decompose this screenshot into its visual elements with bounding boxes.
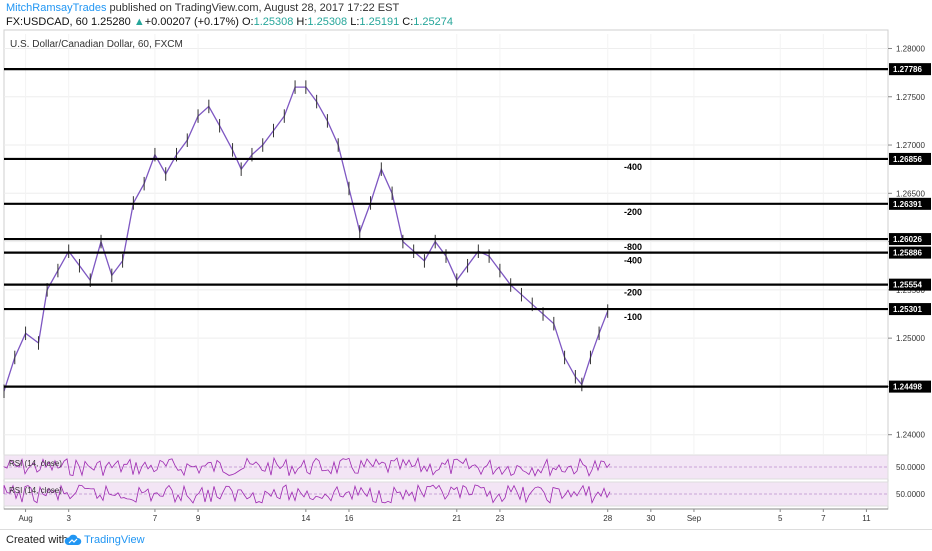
created-with-label: Created with [6,534,68,546]
tradingview-brand[interactable]: TradingView [84,534,145,546]
level-price-tag [889,233,931,246]
rsi-value: 50.0000 [896,490,925,499]
close-value: 1.25274 [413,16,454,28]
rsi-label: RSI (14, close) [9,486,62,495]
y-tick-label: 1.28000 [896,44,925,53]
level-note: -200 [624,207,642,217]
publish-line: MitchRamsayTrades published on TradingVi… [6,2,399,14]
x-tick-label: 3 [66,514,71,523]
level-price-label: 1.25886 [893,249,922,258]
x-tick-label: 23 [495,514,504,523]
y-tick-label: 1.27500 [896,93,925,102]
level-note: -800 [624,242,642,252]
plot-area [4,34,888,454]
level-price-tag [889,246,931,259]
open-label: O: [241,16,254,28]
x-tick-label: 30 [646,514,655,523]
level-price-label: 1.26856 [893,155,922,164]
chart-header: MitchRamsayTrades published on TradingVi… [0,0,932,30]
y-tick-label: 1.25000 [896,334,925,343]
x-tick-label: 16 [345,514,354,523]
close-label: C: [402,16,414,28]
rsi-label: RSI (14, close) [9,459,62,468]
author-link[interactable]: MitchRamsayTrades [6,2,107,14]
up-arrow-icon: ▲ [133,16,145,28]
chart-title: U.S. Dollar/Canadian Dollar, 60, FXCM [10,39,183,50]
high-label: H: [296,16,308,28]
x-tick-label: 7 [153,514,158,523]
rsi-line [3,484,611,504]
footer: Created with TradingView [0,529,932,551]
level-price-label: 1.26391 [893,200,922,209]
level-price-tag [889,197,931,210]
x-tick-label: 21 [452,514,461,523]
low-label: L: [350,16,360,28]
level-price-tag [889,380,931,393]
level-note: -400 [624,256,642,266]
price-series [3,86,609,392]
publish-info: published on TradingView.com, August 28,… [106,2,400,14]
x-tick-label: Aug [18,514,32,523]
price-axis [888,34,932,509]
high-value: 1.25308 [307,16,348,28]
level-price-label: 1.25554 [893,281,922,290]
symbol-label: FX:USDCAD, 60 [6,16,88,28]
x-tick-label: 11 [862,514,871,523]
x-tick-label: 9 [196,514,201,523]
x-tick-label: 7 [821,514,826,523]
level-price-label: 1.25301 [893,305,922,314]
last-price: 1.25280 [90,16,131,28]
level-price-label: 1.24498 [893,383,922,392]
x-tick-label: 28 [603,514,612,523]
price-change: +0.00207 (+0.17%) [144,16,239,28]
level-price-label: 1.27786 [893,65,922,74]
x-tick-label: 14 [301,514,310,523]
rsi-line [3,456,611,477]
quote-line: FX:USDCAD, 60 1.25280 ▲+0.00207 (+0.17%)… [6,16,453,28]
level-price-label: 1.26026 [893,235,922,244]
level-price-tag [889,152,931,165]
low-value: 1.25191 [359,16,400,28]
y-tick-label: 1.26500 [896,189,925,198]
y-tick-label: 1.24000 [896,431,925,440]
level-note: -400 [624,162,642,172]
level-price-tag [889,278,931,291]
rsi-value: 50.0000 [896,463,925,472]
level-price-tag [889,303,931,316]
level-note: -200 [624,288,642,298]
tradingview-cloud-icon [64,534,82,545]
level-price-tag [889,63,931,76]
open-value: 1.25308 [253,16,294,28]
x-tick-label: Sep [687,514,702,523]
level-note: -100 [624,312,642,322]
price-chart[interactable]: 1.280001.275001.270001.265001.260001.255… [0,0,932,529]
x-tick-label: 5 [778,514,783,523]
y-tick-label: 1.27000 [896,141,925,150]
